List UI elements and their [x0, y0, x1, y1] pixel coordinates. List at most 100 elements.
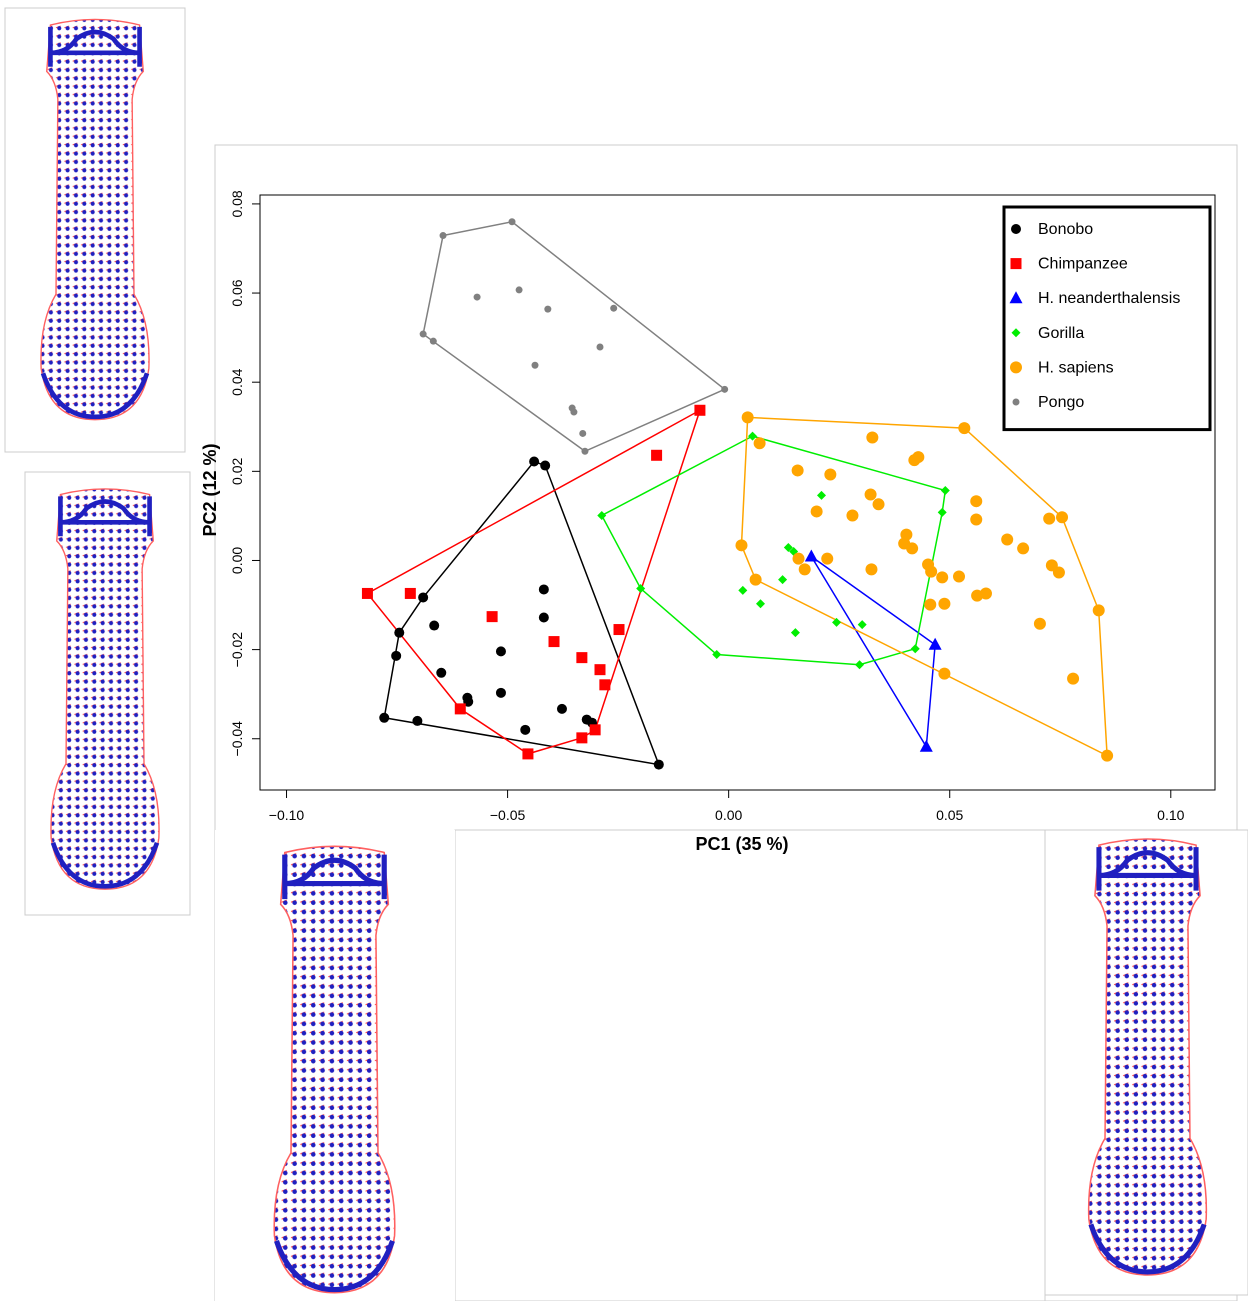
point — [556, 703, 567, 714]
point — [940, 485, 950, 495]
point — [531, 361, 539, 369]
point — [865, 563, 878, 576]
hull — [810, 555, 936, 750]
point — [529, 456, 540, 467]
blank-panel — [454, 829, 1046, 1301]
point — [938, 667, 951, 680]
bone-shape — [41, 19, 149, 419]
point — [538, 584, 549, 595]
point — [919, 739, 933, 752]
point — [1017, 542, 1030, 555]
point — [439, 232, 447, 240]
bone-shape — [51, 489, 159, 889]
point — [971, 589, 984, 602]
point — [495, 687, 506, 698]
point — [515, 286, 523, 294]
legend-marker — [1011, 328, 1021, 338]
hull — [740, 416, 1108, 757]
point — [520, 724, 531, 735]
y-tick-label: 0.08 — [229, 190, 245, 217]
point — [970, 513, 983, 526]
legend-label: Gorilla — [1038, 325, 1084, 342]
legend-marker — [1009, 291, 1023, 304]
point — [824, 468, 837, 481]
point — [594, 664, 606, 676]
point — [748, 431, 758, 441]
point — [1101, 749, 1114, 762]
hull — [422, 220, 727, 453]
y-tick-label: 0.00 — [229, 547, 245, 574]
point — [925, 565, 938, 578]
point — [1052, 566, 1065, 579]
y-tick-label: 0.06 — [229, 279, 245, 306]
legend-label: H. sapiens — [1038, 359, 1114, 376]
point — [872, 498, 885, 511]
point — [912, 451, 925, 464]
bone-shape — [274, 846, 395, 1292]
point — [486, 611, 498, 623]
legend-box — [1002, 205, 1212, 432]
legend-marker — [1011, 224, 1021, 234]
point — [1043, 512, 1056, 525]
point — [936, 571, 949, 584]
point — [906, 542, 919, 555]
y-tick-label: 0.02 — [229, 457, 245, 484]
x-tick-label: −0.10 — [269, 807, 305, 823]
point — [855, 660, 865, 670]
point — [412, 715, 423, 726]
point — [938, 597, 951, 610]
plot-frame — [259, 194, 1216, 791]
y-tick-label: 0.04 — [229, 368, 245, 395]
point — [1067, 672, 1080, 685]
point — [791, 464, 804, 477]
point — [804, 549, 818, 562]
point — [910, 644, 920, 654]
point — [958, 422, 971, 435]
point — [738, 585, 748, 595]
point — [778, 575, 788, 585]
point — [538, 612, 549, 623]
point — [924, 598, 937, 611]
point — [391, 650, 402, 661]
point — [970, 495, 983, 508]
point — [419, 330, 427, 338]
point — [1056, 511, 1069, 524]
point — [721, 385, 729, 393]
point — [613, 624, 625, 636]
point — [429, 337, 437, 345]
point — [418, 592, 429, 603]
point — [694, 404, 706, 416]
point — [832, 617, 842, 627]
point — [596, 343, 604, 351]
bone-shape — [1089, 839, 1207, 1275]
point — [810, 505, 823, 518]
point — [790, 628, 800, 638]
point — [1001, 533, 1014, 546]
point — [436, 667, 447, 678]
y-tick-label: −0.02 — [229, 632, 245, 668]
point — [817, 490, 827, 500]
point — [735, 539, 748, 552]
point — [928, 637, 942, 650]
point — [1092, 604, 1105, 617]
point — [783, 543, 793, 553]
point — [473, 293, 481, 301]
legend-label: Pongo — [1038, 394, 1084, 411]
y-axis-label: PC2 (12 %) — [200, 443, 220, 536]
point — [755, 599, 765, 609]
point — [454, 703, 466, 715]
legend-marker — [1012, 398, 1020, 406]
point — [651, 449, 663, 461]
point — [798, 563, 811, 576]
point — [570, 408, 578, 416]
legend-marker — [1010, 361, 1022, 374]
point — [508, 218, 516, 226]
legend-label: H. neanderthalensis — [1038, 290, 1180, 307]
point — [712, 650, 722, 660]
point — [610, 304, 618, 312]
x-tick-label: 0.00 — [715, 807, 742, 823]
point — [937, 507, 947, 517]
y-tick-label: −0.04 — [229, 721, 245, 757]
point — [749, 573, 762, 586]
point — [576, 732, 588, 744]
